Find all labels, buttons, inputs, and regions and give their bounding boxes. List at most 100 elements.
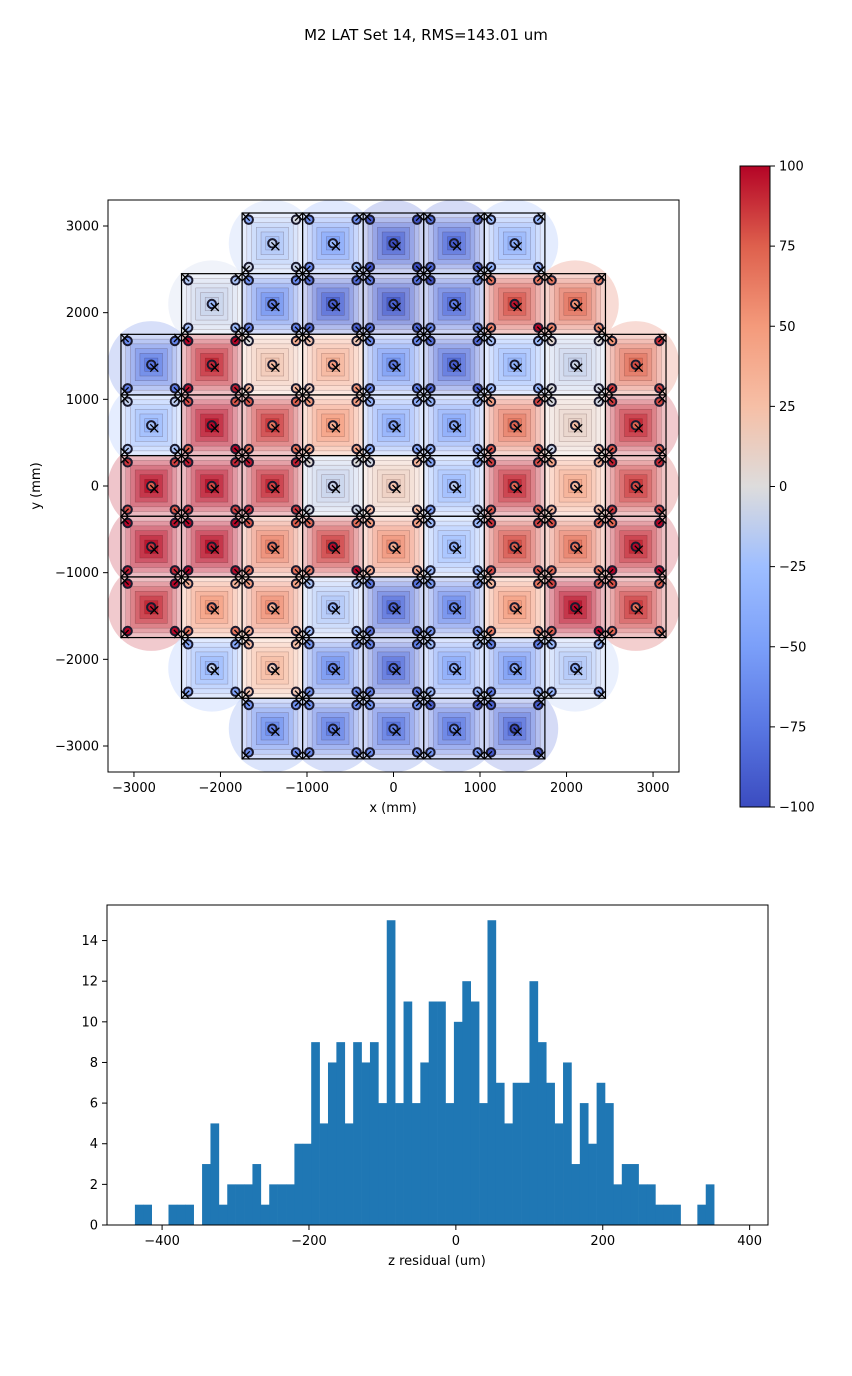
nominal-point-marker	[301, 272, 311, 282]
histogram-x-axis-label: z residual (um)	[388, 1254, 486, 1269]
panel-r5-c1	[180, 515, 243, 578]
nominal-point-marker	[173, 447, 183, 457]
nominal-point-marker	[331, 484, 341, 494]
histogram-bar	[168, 1204, 178, 1225]
nominal-point-marker	[355, 447, 365, 457]
nominal-point-marker	[233, 454, 243, 464]
nominal-point-marker	[355, 508, 365, 518]
nominal-point-marker	[604, 508, 614, 518]
nominal-point-marker	[210, 484, 220, 494]
nominal-point-marker	[415, 447, 425, 457]
histogram-bar	[479, 1103, 488, 1225]
nominal-point-marker	[270, 363, 280, 373]
nominal-point-marker	[415, 386, 425, 396]
nominal-point-marker	[180, 636, 190, 646]
nominal-point-marker	[415, 515, 425, 525]
nominal-point-marker	[120, 515, 130, 525]
nominal-point-marker	[597, 636, 607, 646]
nominal-point-marker	[180, 394, 190, 404]
nominal-point-marker	[476, 697, 486, 707]
nominal-point-marker	[483, 272, 493, 282]
nominal-point-marker	[355, 454, 365, 464]
colorbar-tick-label: −50	[779, 640, 806, 655]
nominal-point-marker	[483, 629, 493, 639]
panel-r3-c6	[483, 394, 546, 457]
nominal-point-marker	[120, 508, 130, 518]
nominal-point-marker	[355, 576, 365, 586]
nominal-point-marker	[544, 447, 554, 457]
histogram-bar	[227, 1184, 236, 1225]
nominal-point-marker	[422, 212, 432, 222]
nominal-point-marker	[476, 629, 486, 639]
nominal-point-marker	[173, 508, 183, 518]
colorbar-tick-label: −75	[779, 720, 806, 735]
nominal-point-marker	[536, 750, 546, 760]
panel-r2-c5	[422, 333, 486, 396]
nominal-point-marker	[362, 454, 372, 464]
nominal-point-marker	[301, 394, 311, 404]
nominal-point-marker	[452, 241, 462, 251]
nominal-point-marker	[180, 272, 190, 282]
nominal-point-marker	[362, 272, 372, 282]
nominal-point-marker	[294, 265, 304, 275]
panel-r6-c5	[422, 576, 486, 639]
nominal-point-marker	[301, 750, 311, 760]
panel-r0-c0	[241, 212, 304, 275]
nominal-point-marker	[476, 568, 486, 578]
panel-r6-c2	[241, 576, 304, 639]
nominal-point-marker	[180, 629, 190, 639]
histogram-bar	[294, 1143, 304, 1225]
map-x-tick-label: 1000	[463, 781, 496, 796]
histogram-bar	[663, 1204, 673, 1225]
nominal-point-marker	[483, 454, 493, 464]
nominal-point-marker	[597, 576, 607, 586]
panel-r3-c1	[180, 394, 243, 457]
histogram-bar	[512, 1082, 522, 1225]
nominal-point-marker	[422, 508, 432, 518]
nominal-point-marker	[476, 394, 486, 404]
nominal-point-marker	[657, 454, 667, 464]
nominal-point-marker	[392, 484, 401, 494]
nominal-point-marker	[422, 394, 432, 404]
nominal-point-marker	[536, 690, 546, 700]
histogram-bar	[386, 920, 396, 1225]
nominal-point-marker	[536, 333, 546, 343]
nominal-point-marker	[173, 394, 183, 404]
histogram-bar	[470, 1001, 480, 1225]
nominal-point-marker	[241, 568, 251, 578]
nominal-point-marker	[294, 447, 304, 457]
histogram-bar	[630, 1164, 639, 1225]
nominal-point-marker	[294, 697, 304, 707]
panel-r5-c6	[483, 515, 546, 578]
nominal-point-marker	[120, 447, 130, 457]
nominal-point-marker	[294, 386, 304, 396]
map-panels	[120, 212, 667, 760]
histogram-bar	[311, 1042, 320, 1225]
panel-r2-c4	[362, 333, 425, 396]
nominal-point-marker	[544, 272, 554, 282]
panel-r1-c0	[180, 272, 243, 336]
nominal-point-marker	[301, 629, 311, 639]
nominal-point-marker	[270, 484, 280, 494]
nominal-point-marker	[241, 690, 251, 700]
nominal-point-marker	[233, 272, 243, 282]
panel-r7-c4	[422, 636, 486, 700]
panel-r5-c8	[604, 515, 667, 578]
panel-r6-c8	[604, 576, 667, 639]
nominal-point-marker	[362, 394, 372, 404]
histogram-bar	[621, 1164, 631, 1225]
nominal-point-marker	[597, 447, 607, 457]
nominal-point-marker	[392, 423, 401, 433]
nominal-point-marker	[657, 568, 667, 578]
histogram-bar	[563, 1062, 572, 1225]
nominal-point-marker	[452, 545, 462, 555]
nominal-point-marker	[301, 568, 311, 578]
nominal-point-marker	[355, 326, 365, 336]
nominal-point-marker	[233, 394, 243, 404]
nominal-point-marker	[422, 576, 432, 586]
panel-r4-c4	[362, 454, 425, 518]
panel-r4-c6	[483, 454, 546, 518]
nominal-point-marker	[597, 386, 607, 396]
nominal-point-marker	[301, 333, 311, 343]
nominal-point-marker	[597, 515, 607, 525]
